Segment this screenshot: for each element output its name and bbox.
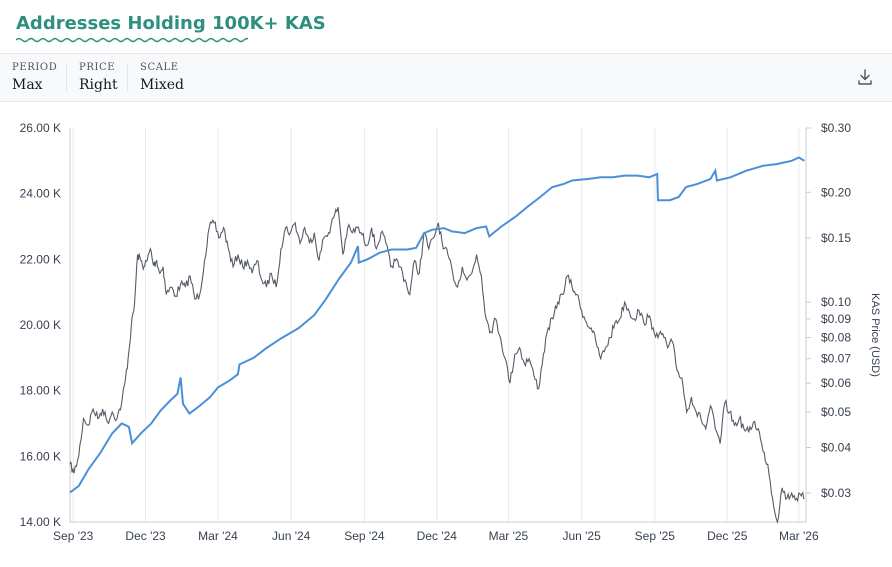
x-tick-label: Dec '23 xyxy=(125,529,166,543)
page-title: Addresses Holding 100K+ KAS xyxy=(16,13,326,34)
right-axis-title: KAS Price (USD) xyxy=(869,293,881,377)
x-tick-label: Dec '25 xyxy=(707,529,748,543)
left-tick-label: 14.00 K xyxy=(20,515,61,529)
right-tick-label: $0.10 xyxy=(821,295,851,309)
x-tick-label: Sep '23 xyxy=(53,529,94,543)
x-tick-label: Jun '25 xyxy=(562,529,601,543)
scale-label: SCALE xyxy=(140,62,179,73)
x-axis: Sep '23 Dec '23 Mar '24 Jun '24 Sep '24 Dec '… xyxy=(53,529,819,543)
x-tick-label: Mar '26 xyxy=(779,529,819,543)
right-tick-label: $0.30 xyxy=(821,121,851,135)
left-tick-label: 18.00 K xyxy=(20,384,61,398)
control-divider xyxy=(127,64,128,92)
scale-value: Mixed xyxy=(140,77,184,93)
right-tick-label: $0.03 xyxy=(821,486,851,500)
right-tick-label: $0.15 xyxy=(821,231,851,245)
left-axis: 14.00 K 16.00 K 18.00 K 20.00 K 22.00 K 24.00… xyxy=(20,121,61,529)
chart-controls: PERIOD Max PRICE Right SCALE Mixed xyxy=(0,54,892,102)
right-tick-label: $0.05 xyxy=(821,405,851,419)
right-axis: $0.03 $0.04 $0.05 $0.06 $0.07 $0.08 $0.09 $0.10… xyxy=(806,121,851,500)
grid xyxy=(72,128,800,522)
price-label: PRICE xyxy=(79,62,116,73)
left-tick-label: 24.00 K xyxy=(20,187,61,201)
period-selector[interactable]: PERIOD Max xyxy=(12,62,57,93)
series-line-addresses xyxy=(69,156,805,494)
price-selector[interactable]: PRICE Right xyxy=(79,62,118,93)
left-tick-label: 22.00 K xyxy=(20,252,61,266)
x-tick-label: Sep '25 xyxy=(635,529,676,543)
left-tick-label: 26.00 K xyxy=(20,121,61,135)
right-tick-label: $0.06 xyxy=(821,376,851,390)
control-divider xyxy=(66,64,67,92)
series-line-price xyxy=(69,207,805,524)
price-value: Right xyxy=(79,77,118,93)
right-tick-label: $0.07 xyxy=(821,352,851,366)
x-tick-label: Dec '24 xyxy=(417,529,458,543)
left-tick-label: 20.00 K xyxy=(20,318,61,332)
chart: 14.00 K 16.00 K 18.00 K 20.00 K 22.00 K 24.00… xyxy=(20,121,881,543)
x-tick-label: Mar '24 xyxy=(198,529,238,543)
right-tick-label: $0.20 xyxy=(821,185,851,199)
left-tick-label: 16.00 K xyxy=(20,449,61,463)
scale-selector[interactable]: SCALE Mixed xyxy=(140,62,184,93)
right-tick-label: $0.09 xyxy=(821,312,851,326)
period-value: Max xyxy=(12,77,43,93)
period-label: PERIOD xyxy=(12,62,58,73)
right-tick-label: $0.08 xyxy=(821,331,851,345)
x-tick-label: Sep '24 xyxy=(344,529,385,543)
title-bar: Addresses Holding 100K+ KAS xyxy=(0,0,892,54)
title-wavy-underline xyxy=(16,37,248,43)
download-icon[interactable] xyxy=(856,68,874,86)
x-tick-label: Mar '25 xyxy=(489,529,529,543)
x-tick-label: Jun '24 xyxy=(272,529,311,543)
right-tick-label: $0.04 xyxy=(821,440,851,454)
